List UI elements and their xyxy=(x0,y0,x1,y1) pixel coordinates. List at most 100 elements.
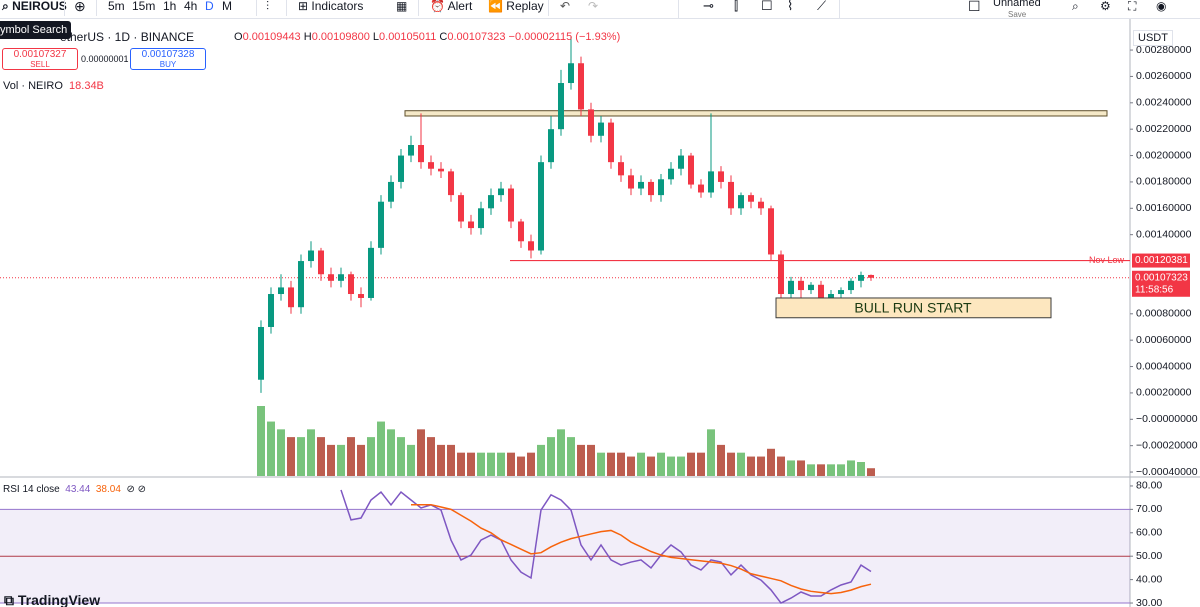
rsi-ma-value: 38.04 xyxy=(95,484,121,495)
candle-body xyxy=(358,294,364,298)
bull-box-label: BULL RUN START xyxy=(854,300,972,316)
volume-bar xyxy=(627,456,635,476)
candle-body xyxy=(388,181,394,202)
candle-body xyxy=(328,274,334,281)
candle-body xyxy=(308,250,314,262)
volume-bar xyxy=(697,452,705,476)
volume-bar xyxy=(527,452,535,476)
y-tick-label: 0.00060000 xyxy=(1136,334,1192,346)
interval[interactable]: 4h xyxy=(184,0,198,13)
volume-bar xyxy=(597,452,605,476)
volume-bar xyxy=(817,464,825,476)
volume-bar xyxy=(327,444,335,476)
y-tick-label: 0.00040000 xyxy=(1136,360,1192,372)
candle-body xyxy=(578,63,584,110)
resistance-box xyxy=(404,110,1108,117)
drawing-toolbar: ⊸ ⫿ ☐ ⌇ ⟋ xyxy=(678,0,840,19)
volume-bar xyxy=(677,456,685,476)
volume-bar xyxy=(467,452,475,476)
add-symbol[interactable]: ⊕ xyxy=(74,0,86,14)
save[interactable]: Save xyxy=(1008,10,1027,19)
candle-body xyxy=(548,129,554,163)
candle-body xyxy=(798,280,804,291)
y-tick-label: 0.00080000 xyxy=(1136,308,1192,320)
candle-body xyxy=(338,274,344,281)
alert-label[interactable]: Alert xyxy=(447,0,473,13)
sell-label[interactable]: SELL xyxy=(30,60,50,69)
interval[interactable]: 1h xyxy=(163,0,177,13)
y-tick-label: 0.00220000 xyxy=(1136,123,1192,135)
rsi-line xyxy=(411,503,872,595)
candle-body xyxy=(688,155,694,185)
tooltip: ymbol Search xyxy=(0,21,72,39)
sell-price[interactable]: 0.00107327 xyxy=(13,49,67,60)
replay[interactable]: ⏪ Replay xyxy=(488,0,544,13)
volume-bar xyxy=(287,437,295,476)
candle-body xyxy=(488,195,494,209)
candle-body xyxy=(588,109,594,136)
symbol-search[interactable]: ⌕ NEIROUS xyxy=(2,0,67,13)
buy-label[interactable]: BUY xyxy=(159,60,177,69)
currency[interactable]: USDT xyxy=(1133,30,1173,46)
ohlc-key: C xyxy=(439,31,448,43)
candle-body xyxy=(518,221,524,242)
replay-label[interactable]: Replay xyxy=(506,0,544,13)
buy-price[interactable]: 0.00107328 xyxy=(141,49,195,60)
volume-bar xyxy=(607,452,615,476)
candle-body xyxy=(458,195,464,222)
sell-button[interactable]: 0.00107327 SELL xyxy=(2,48,78,70)
candle-body xyxy=(288,287,294,308)
interval[interactable]: 15m xyxy=(132,0,156,13)
layout-name[interactable]: Unnamed xyxy=(993,0,1041,9)
y-tick-label: 0.00140000 xyxy=(1136,228,1192,240)
candle-body xyxy=(658,179,664,196)
candle-body xyxy=(828,294,834,298)
indicators[interactable]: ⊞ Indicators xyxy=(298,0,364,13)
ohlc-key: H xyxy=(303,31,312,43)
search[interactable]: ⌕ xyxy=(1072,0,1079,13)
volume-bar xyxy=(667,456,675,476)
candle-body xyxy=(778,254,784,295)
indicators-label[interactable]: Indicators xyxy=(311,0,364,13)
interval[interactable]: M xyxy=(222,0,232,13)
alert[interactable]: ⏰ Alert xyxy=(430,0,473,13)
settings[interactable]: ⚙ xyxy=(1100,0,1111,13)
volume-bar xyxy=(647,456,655,476)
candle-body xyxy=(468,221,474,229)
ohlc-value: 0.00107323 xyxy=(447,31,506,43)
volume-bar xyxy=(837,464,845,476)
layout-icon[interactable]: ☐ xyxy=(968,0,981,14)
volume-bar xyxy=(747,456,755,476)
ohlc-value: 0.00105011 xyxy=(379,31,437,43)
candle-body xyxy=(628,175,634,189)
candle-body xyxy=(278,287,284,295)
interval[interactable]: D xyxy=(205,0,214,13)
candle-body xyxy=(508,188,514,222)
volume-bar xyxy=(727,452,735,476)
redo[interactable]: ↷ xyxy=(588,0,599,13)
toolbar: ⌕ NEIROUS ⊕ 5m 15m 1h 4h D M ⫶ ⊞ Indicat… xyxy=(0,0,1200,19)
buy-button[interactable]: 0.00107328 BUY xyxy=(130,48,206,70)
volume-bar xyxy=(767,448,775,476)
undo[interactable]: ↶ xyxy=(560,0,571,13)
volume-bar xyxy=(337,444,345,476)
fullscreen[interactable]: ⛶ xyxy=(1128,0,1137,13)
templates[interactable]: ▦ xyxy=(396,0,408,13)
symbol[interactable]: NEIROUS xyxy=(12,0,67,13)
y-tick-label: 0.00200000 xyxy=(1136,149,1192,161)
price-tag xyxy=(1132,270,1190,297)
volume-bar xyxy=(827,464,835,476)
nov-low-label: Nov Low xyxy=(1089,255,1125,265)
volume-bar xyxy=(857,462,865,476)
volume-bar xyxy=(537,444,545,476)
snapshot[interactable]: ◉ xyxy=(1156,0,1167,13)
candle-body xyxy=(838,290,844,295)
chart-type[interactable]: ⫶ xyxy=(266,0,270,13)
volume-bar xyxy=(707,429,715,476)
candle-body xyxy=(558,83,564,130)
volume-bar xyxy=(377,421,385,476)
volume-bar xyxy=(347,437,355,476)
candle-body xyxy=(678,155,684,169)
interval[interactable]: 5m xyxy=(108,0,125,13)
candle-body xyxy=(608,122,614,163)
